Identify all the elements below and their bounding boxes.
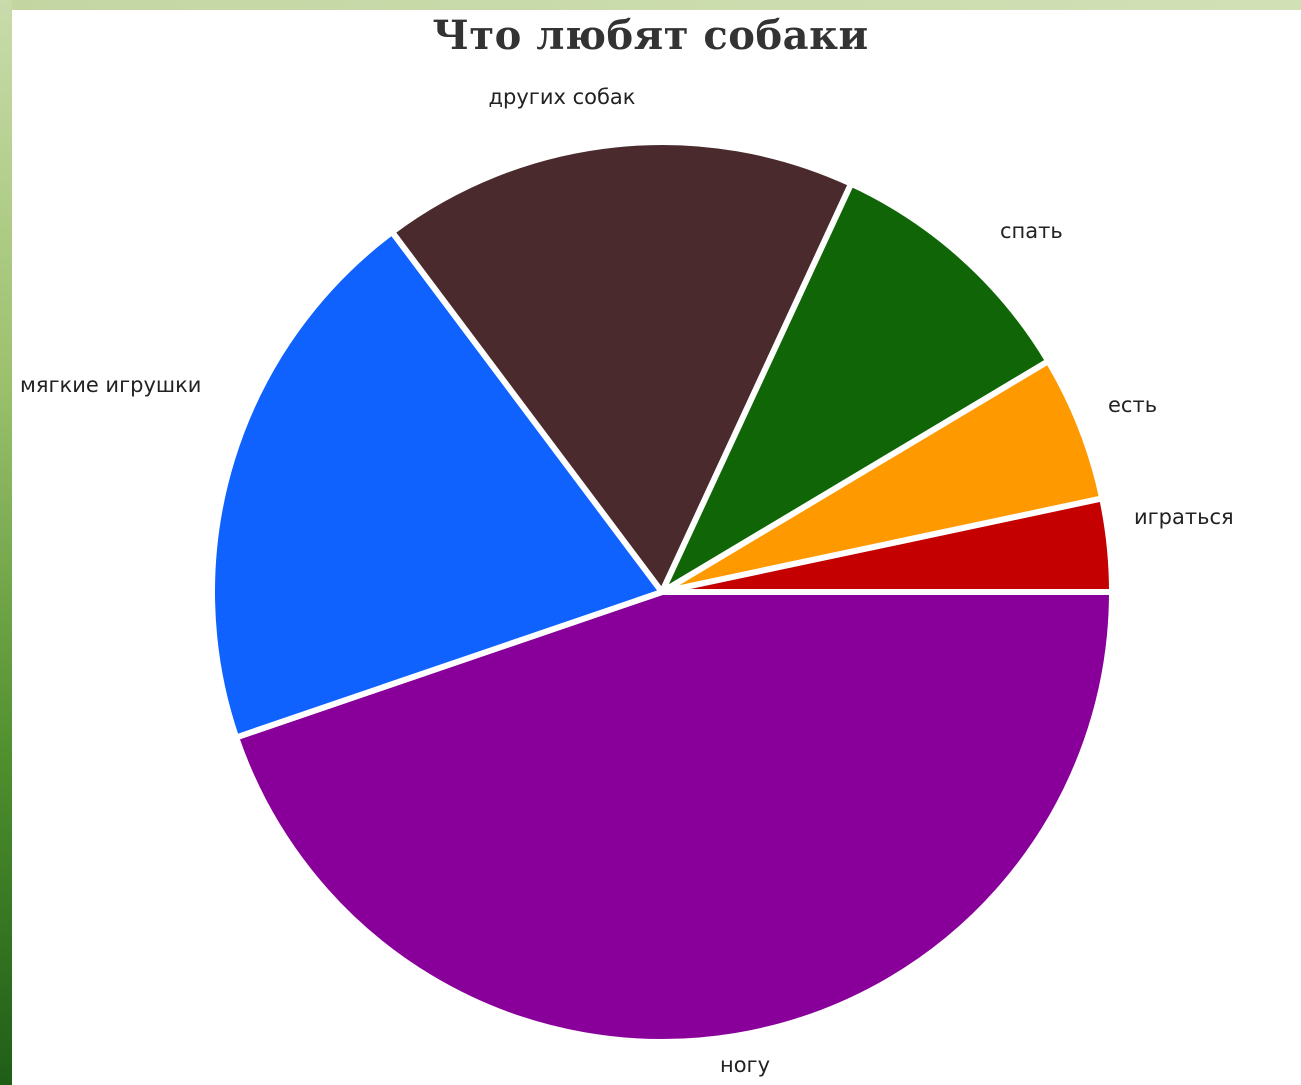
frame-top-border	[0, 0, 1301, 10]
chart-title: Что любят собаки	[432, 12, 869, 59]
slice-label: мягкие игрушки	[20, 373, 201, 397]
pie-slice	[659, 180, 1052, 595]
pie-slice	[389, 139, 855, 595]
pie-slice	[659, 495, 1115, 595]
slice-label: есть	[1108, 393, 1157, 417]
frame-left-border	[0, 0, 12, 1085]
pie-slice	[233, 589, 1115, 1045]
pie-slices	[209, 139, 1115, 1045]
slice-label: играться	[1134, 505, 1234, 529]
pie-labels: ногу мягкие игрушки других собак спать есть и…	[20, 85, 1234, 1077]
pie-slice	[209, 228, 665, 741]
slice-label: спать	[1000, 219, 1063, 243]
slice-label: ногу	[720, 1053, 770, 1077]
slice-label: других собак	[489, 85, 636, 109]
